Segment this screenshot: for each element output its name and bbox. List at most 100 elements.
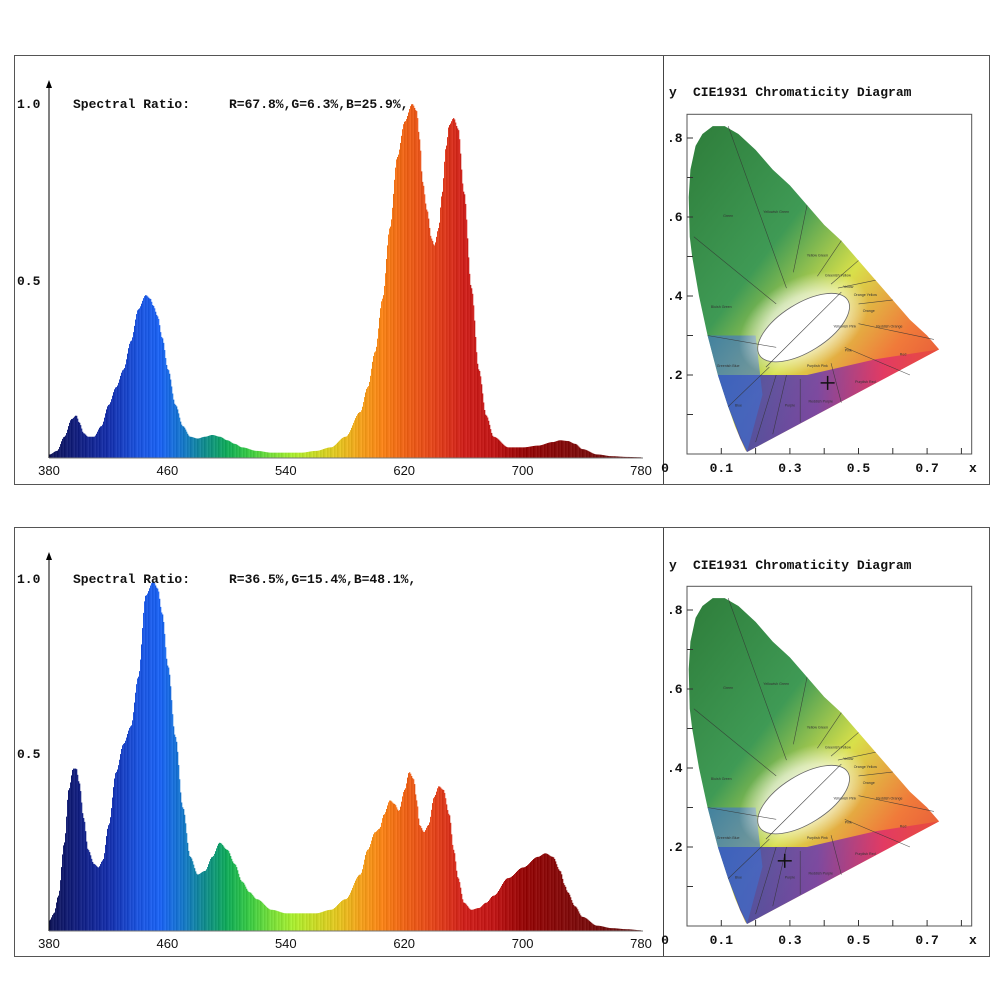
spectrum-bar (577, 909, 579, 931)
y-tick-0.5: 0.5 (17, 747, 41, 762)
spectrum-bar (614, 456, 616, 458)
spectrum-bar (559, 870, 561, 931)
spectrum-bar (102, 424, 104, 458)
spectrum-bar (382, 818, 384, 931)
spectrum-bar (460, 887, 462, 931)
spectrum-bar (156, 587, 158, 931)
spectrum-bar (497, 438, 499, 458)
spectrum-bar (524, 447, 526, 458)
spectrum-bar (251, 449, 253, 458)
spectrum-bar (498, 891, 500, 931)
spectrum-bar (354, 882, 356, 931)
spectrum-bar (131, 725, 133, 931)
spectrum-bar (569, 441, 571, 458)
spectrum-bar (171, 386, 173, 458)
spectrum-bar (357, 414, 359, 458)
spectrum-bar (72, 418, 74, 458)
top-panel: 1.0 0.5 Spectral Ratio: R=67.8%,G=6.3%,B… (14, 55, 990, 485)
spectrum-bar (478, 908, 480, 931)
spectrum-bar (130, 726, 132, 931)
spectrum-bar (485, 902, 487, 931)
spectrum-bar (609, 928, 611, 931)
spectrum-bar (303, 452, 305, 458)
spectrum-bar (155, 585, 157, 931)
cie-region-label: Pink (845, 348, 852, 352)
spectrum-bar (462, 183, 464, 458)
spectrum-bar (439, 786, 441, 931)
spectrum-bar (353, 885, 355, 931)
spectrum-bar (372, 361, 374, 458)
spectrum-bar (247, 448, 249, 458)
spectrum-bar (217, 845, 219, 931)
spectrum-bar (610, 928, 612, 931)
spectrum-bar (287, 452, 289, 458)
spectrum-bar (189, 855, 191, 931)
spectrum-bar (101, 426, 103, 458)
spectrum-bar (60, 880, 62, 931)
spectrum-bar (415, 110, 417, 459)
spectrum-bar (258, 450, 260, 458)
spectrum-bar (147, 296, 149, 458)
spectrum-bar (486, 902, 488, 931)
spectrum-bar (138, 676, 140, 931)
spectrum-bar (268, 908, 270, 931)
spectrum-bar (49, 454, 51, 458)
spectrum-bar (356, 416, 358, 458)
cie-region-label: Blue (735, 404, 742, 408)
spectrum-bar (631, 929, 633, 931)
spectrum-bar (567, 441, 569, 458)
cie-y-tick-.6: .6 (667, 682, 683, 697)
spectrum-bar (191, 436, 193, 458)
spectrum-bar (154, 583, 156, 931)
spectrum-bar (52, 453, 54, 458)
spectrum-bar (332, 446, 334, 458)
spectrum-bar (347, 897, 349, 931)
spectrum-bar (596, 454, 598, 458)
spectrum-bar (137, 310, 139, 458)
spectrum-bar (145, 295, 147, 458)
spectrum-bar (109, 823, 111, 931)
spectrum-bar (519, 869, 521, 931)
spectrum-bar (353, 422, 355, 458)
spectrum-bar (566, 440, 568, 458)
spectrum-bar (241, 447, 243, 458)
spectrum-bar (273, 452, 275, 458)
spectrum-bar (313, 913, 315, 931)
spectrum-bar (426, 209, 428, 458)
spectrum-bar (612, 928, 614, 931)
spectrum-bar (112, 797, 114, 931)
cie-region-boundary (830, 835, 842, 875)
spectrum-bar (538, 856, 540, 931)
cie-region-boundary (858, 299, 893, 305)
spectrum-bar (175, 737, 177, 931)
cie-x-tick-0: 0 (661, 461, 669, 476)
spectrum-bar (539, 856, 541, 931)
spectrum-bar (247, 890, 249, 931)
spectrum-bar (369, 847, 371, 931)
spectrum-bar (63, 437, 65, 458)
spectrum-bar (224, 847, 226, 931)
spectrum-bar (204, 871, 206, 931)
spectrum-bar (82, 431, 84, 458)
x-tick-700: 700 (512, 936, 534, 951)
spectrum-bar (180, 792, 182, 931)
spectrum-bar (199, 873, 201, 931)
spectrum-bar (132, 720, 134, 931)
spectrum-bar (335, 444, 337, 458)
spectrum-bar (169, 674, 171, 931)
spectrum-bar (405, 121, 407, 458)
spectrum-bar (240, 447, 242, 458)
spectrum-bar (555, 861, 557, 931)
spectrum-bar (74, 768, 76, 931)
spectrum-bar (248, 891, 250, 931)
spectrum-bar (250, 449, 252, 458)
spectrum-bar (389, 800, 391, 931)
spectrum-bar (302, 913, 304, 931)
spectrum-bar (174, 734, 176, 931)
spectrum-bar (153, 306, 155, 458)
spectrum-bar (448, 127, 450, 459)
spectrum-bar (592, 923, 594, 931)
spectrum-bar (212, 434, 214, 458)
spectrum-bar (98, 867, 100, 931)
spectrum-bar (494, 895, 496, 931)
